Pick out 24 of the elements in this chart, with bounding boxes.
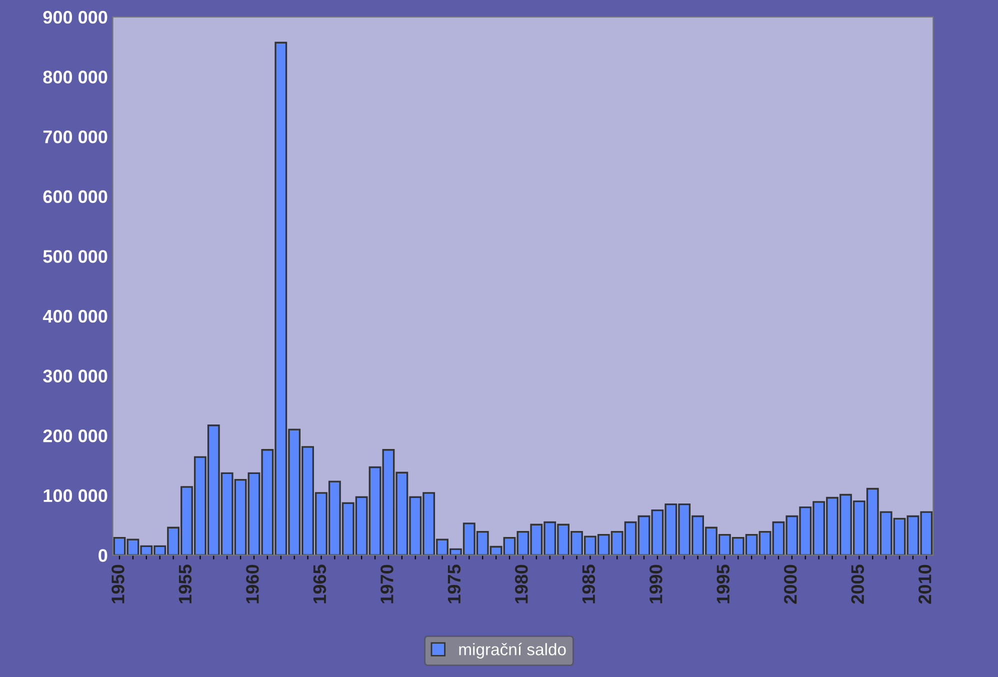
x-tick-label: 2005 [851,564,864,604]
x-tick-label: 1995 [716,564,730,604]
x-tick-label: 1965 [313,564,326,604]
legend-label: migrační saldo [459,642,566,659]
y-tick-label: 500 000 [43,250,108,263]
x-tick-label: 2000 [784,564,797,604]
x-tick-label: 1990 [650,564,662,604]
x-tick-label: 1975 [448,564,461,604]
y-tick-label: 300 000 [43,370,108,382]
y-tick-label: 700 000 [43,130,108,144]
x-tick-label: 1955 [178,564,192,604]
x-tick-label: 2010 [918,564,932,604]
x-tick-label: 1950 [112,564,124,604]
y-tick-label: 900 000 [43,10,108,24]
x-tick-label: 1970 [380,564,394,604]
y-tick-label: 100 000 [44,489,108,502]
y-tick-label: 0 [98,549,108,562]
x-tick-label: 1960 [246,564,259,604]
y-tick-label: 400 000 [42,310,108,323]
x-tick-label: 1985 [582,564,596,604]
y-tick-label: 200 000 [43,429,108,442]
x-tick-label: 1980 [515,564,528,604]
y-tick-label: 800 000 [43,70,108,84]
y-tick-label: 600 000 [43,190,108,204]
